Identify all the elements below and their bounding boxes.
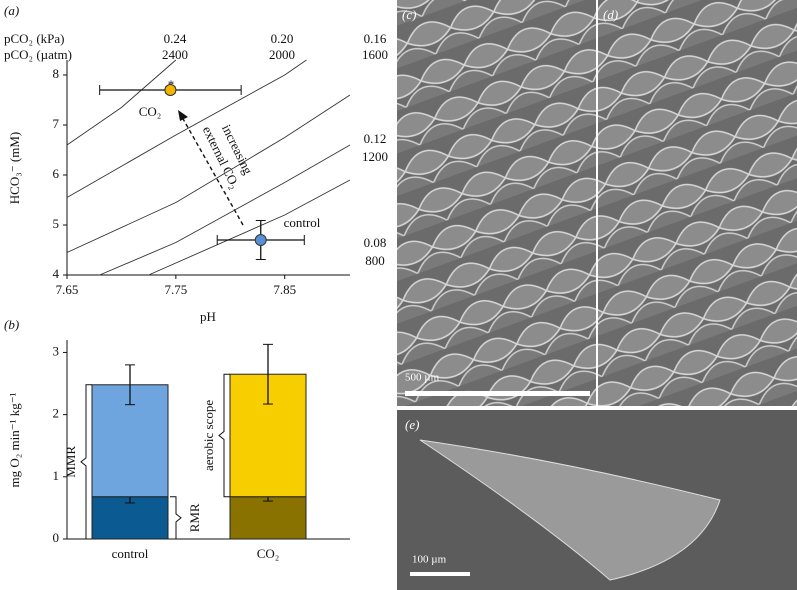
y-tick-label: 6 (53, 166, 60, 181)
scale-spine (419, 439, 721, 581)
x-tick-label: 7.75 (164, 282, 187, 297)
isopleth (66, 59, 307, 198)
y-axis-label: mg O₂ min⁻¹ kg⁻¹ (7, 392, 22, 487)
bracket-label: MMR (63, 446, 78, 478)
scale-label: 500 µm (405, 372, 440, 384)
micrograph-c (397, 0, 596, 406)
uatm-label: 2400 (162, 47, 188, 62)
y-tick-label: 5 (53, 216, 60, 231)
y-tick-label: 2 (53, 406, 60, 421)
panel-label: (a) (4, 3, 19, 18)
y-tick-label: 7 (53, 116, 60, 131)
bracket (170, 496, 182, 540)
point (164, 84, 177, 96)
arrow-head (178, 110, 188, 121)
panel-label: (b) (4, 317, 19, 332)
x-tick-label: 7.65 (56, 282, 79, 297)
kpa-label: 0.24 (164, 31, 187, 46)
y-tick-label: 8 (53, 66, 60, 81)
isopleth (99, 144, 351, 276)
scale-label: 100 µm (412, 554, 447, 566)
bracket-label: aerobic scope (201, 400, 216, 471)
y-axis-label: HCO₃⁻ (mM) (7, 132, 22, 204)
kpa-label: 0.08 (364, 235, 387, 250)
isopleth (148, 179, 351, 276)
point-label: control (284, 215, 321, 230)
uatm-axis-label: pCO₂ (µatm) (4, 47, 72, 62)
kpa-axis-label: pCO₂ (kPa) (4, 31, 65, 46)
point (254, 234, 267, 246)
bracket (218, 373, 230, 498)
kpa-label: 0.12 (364, 131, 387, 146)
isopleth (66, 94, 351, 253)
x-tick-label: CO₂ (257, 546, 280, 561)
panel-label: (c) (402, 7, 416, 22)
bar-segment (91, 496, 169, 540)
bar-segment (229, 496, 307, 540)
uatm-label: 800 (365, 253, 385, 268)
panel-label: (d) (603, 7, 618, 22)
bracket (80, 384, 92, 540)
isopleth (66, 59, 177, 146)
uatm-label: 2000 (269, 47, 295, 62)
scale-bar (405, 391, 590, 396)
panel-label: (e) (405, 417, 419, 432)
uatm-label: 1200 (362, 149, 388, 164)
micrograph-d (598, 0, 797, 406)
y-tick-label: 4 (53, 266, 60, 281)
y-tick-label: 0 (53, 530, 60, 545)
uatm-label: 1600 (362, 47, 388, 62)
x-tick-label: 7.85 (273, 282, 296, 297)
kpa-label: 0.20 (271, 31, 294, 46)
x-tick-label: control (112, 546, 149, 561)
kpa-label: 0.16 (364, 31, 387, 46)
y-tick-label: 1 (53, 468, 60, 483)
bracket-label: RMR (187, 503, 202, 532)
y-tick-label: 3 (53, 343, 60, 358)
x-axis-label: pH (200, 309, 216, 324)
scale-bar (410, 572, 470, 576)
point-label: CO₂ (139, 104, 162, 119)
